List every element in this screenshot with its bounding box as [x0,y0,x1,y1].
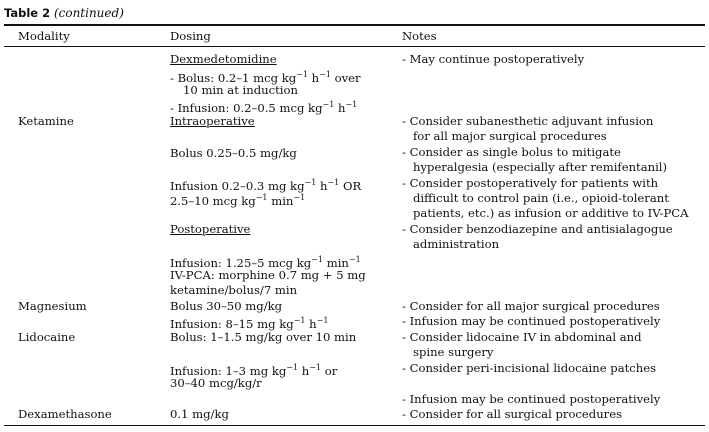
ketamine-note2b: hyperalgesia (especially after remifenta… [413,160,668,174]
magnesium-modality: Magnesium [18,299,87,313]
top-rule [4,24,705,26]
bottom-rule [4,425,705,426]
dex-bolus-line2: 10 min at induction [183,83,298,97]
lidocaine-note2: - Consider peri-incisional lidocaine pat… [402,361,657,375]
dex-bolus-line1: - Bolus: 0.2–1 mcg kg−1 h−1 over [170,70,361,85]
ketamine-postop: Postoperative [170,222,251,236]
ketamine-ivpca-line2: ketamine/bolus/7 min [170,283,298,297]
magnesium-bolus: Bolus 30–50 mg/kg [170,299,283,313]
ketamine-note1a: - Consider subanesthetic adjuvant infusi… [402,114,654,128]
ketamine-modality: Ketamine [18,114,74,128]
lidocaine-infusion-line1: Infusion: 1–3 mg kg−1 h−1 or [170,363,338,378]
ketamine-note3b: difficult to control pain (i.e., opioid-… [413,191,669,205]
table-continued: (continued) [53,6,124,20]
lidocaine-infusion-line2: 30–40 mcg/kg/r [170,376,262,390]
ketamine-note4a: - Consider benzodiazepine and antisialag… [402,222,673,236]
ketamine-postop-infusion: Infusion: 1.25–5 mcg kg−1 min−1 [170,255,361,270]
magnesium-note1: - Consider for all major surgical proced… [402,299,660,313]
lidocaine-note1a: - Consider lidocaine IV in abdominal and [402,330,642,344]
dexamethasone-dose: 0.1 mg/kg [170,407,229,421]
dex-infusion: - Infusion: 0.2–0.5 mcg kg−1 h−1 [170,100,358,115]
dex-heading: Dexmedetomidine [170,52,277,66]
ketamine-intraop: Intraoperative [170,114,255,128]
ketamine-ivpca-line1: IV-PCA: morphine 0.7 mg + 5 mg [170,268,366,282]
ketamine-note2a: - Consider as single bolus to mitigate [402,145,621,159]
table-label: Table 2 [4,6,51,20]
dexamethasone-note1: - Consider for all surgical procedures [402,407,623,421]
ketamine-note1b: for all major surgical procedures [413,129,607,143]
ketamine-bolus: Bolus 0.25–0.5 mg/kg [170,146,297,160]
lidocaine-modality: Lidocaine [18,330,76,344]
dexamethasone-modality: Dexamethasone [18,407,112,421]
table-title: Table 2 (continued) [4,6,124,20]
header-notes: Notes [402,29,437,43]
header-modality: Modality [18,29,70,43]
lidocaine-note3: - Infusion may be continued postoperativ… [402,392,661,406]
lidocaine-note1b: spine surgery [413,345,494,359]
header-dosing: Dosing [170,29,211,43]
ketamine-infusion-line1: Infusion 0.2–0.3 mg kg−1 h−1 OR [170,178,362,193]
ketamine-note3c: patients, etc.) as infusion or additive … [413,206,689,220]
ketamine-note4b: administration [413,237,500,251]
dex-note: - May continue postoperatively [402,52,585,66]
magnesium-note2: - Infusion may be continued postoperativ… [402,314,661,328]
magnesium-infusion: Infusion: 8–15 mg kg−1 h−1 [170,316,329,331]
ketamine-infusion-line2: 2.5–10 mcg kg−1 min−1 [170,193,306,208]
lidocaine-bolus: Bolus: 1–1.5 mg/kg over 10 min [170,330,357,344]
ketamine-note3a: - Consider postoperatively for patients … [402,176,659,190]
header-rule [4,46,705,47]
